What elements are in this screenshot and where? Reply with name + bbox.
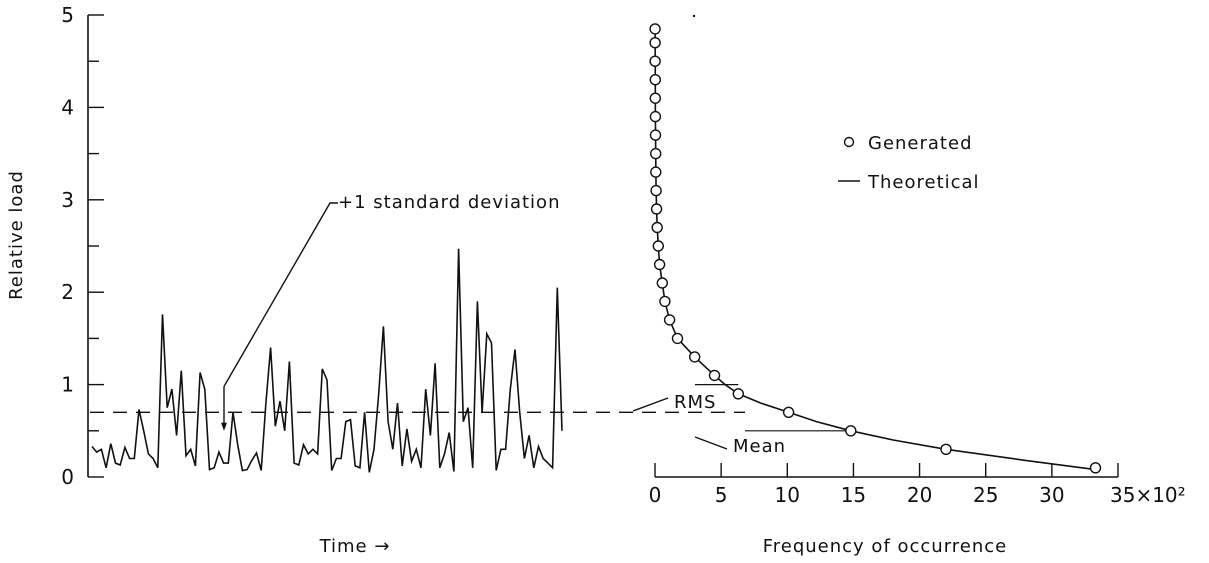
left-y-axis-label: Relative load [6,170,27,300]
right-x-tick-label: 35×10² [1110,483,1186,507]
standard-deviation-leader [223,202,338,387]
generated-points [649,23,1102,474]
generated-point [845,425,857,437]
mean-label: Mean [733,436,786,457]
right-x-tick-label: 20 [907,483,932,507]
time-series-line [91,248,563,473]
right-x-tick-label: 15 [841,483,866,507]
right-x-axis-label: Frequency of occurrence [763,536,1008,557]
right-x-tick-label: 30 [1039,483,1064,507]
generated-point [649,55,661,67]
generated-point [650,147,662,160]
generated-point [732,388,744,400]
left-y-tick-label: 5 [61,3,74,27]
generated-point [649,37,661,49]
theoretical-curve [654,28,1096,471]
left-y-tick-label: 0 [61,465,74,489]
right-x-axis: 0 5 10 15 20 25 30 35×10² [649,463,1186,507]
generated-point [653,258,666,271]
generated-point [650,203,663,215]
left-y-tick-label: 1 [61,373,74,397]
right-x-tick-label: 10 [775,483,800,507]
generated-point [940,443,952,455]
standard-deviation-arrowhead [221,422,227,431]
legend: Generated Theoretical [838,133,980,193]
right-x-tick-label: 5 [715,483,728,507]
generated-point [708,369,721,382]
legend-generated-marker [843,136,855,148]
mean-leader [694,436,728,450]
generated-point [651,221,663,234]
left-y-tick-label: 3 [61,188,74,212]
generated-point [649,73,661,86]
generated-point [649,129,662,141]
generated-point [671,332,684,345]
generated-point [652,240,664,252]
right-x-tick-label: 25 [973,483,998,507]
generated-point [649,92,661,104]
generated-point [1089,462,1102,474]
left-x-axis-label: Time → [319,536,391,557]
standard-deviation-label: +1 standard deviation [338,192,560,213]
legend-theoretical-label: Theoretical [867,172,980,193]
generated-point [649,110,662,123]
generated-point [663,314,676,326]
generated-point [689,351,701,363]
generated-point [649,23,661,35]
left-y-tick-label: 2 [61,280,74,304]
left-y-axis: 0 1 2 3 4 5 [61,3,104,489]
generated-point [650,166,662,178]
rms-leader [632,397,669,412]
generated-point [659,295,671,308]
left-y-tick-label: 4 [61,95,74,119]
scan-dot [692,14,696,18]
generated-point [782,406,795,418]
rms-label: RMS [674,392,716,413]
generated-point [650,184,662,197]
legend-generated-label: Generated [868,133,973,154]
right-x-tick-label: 0 [649,483,662,507]
generated-point [656,277,668,289]
